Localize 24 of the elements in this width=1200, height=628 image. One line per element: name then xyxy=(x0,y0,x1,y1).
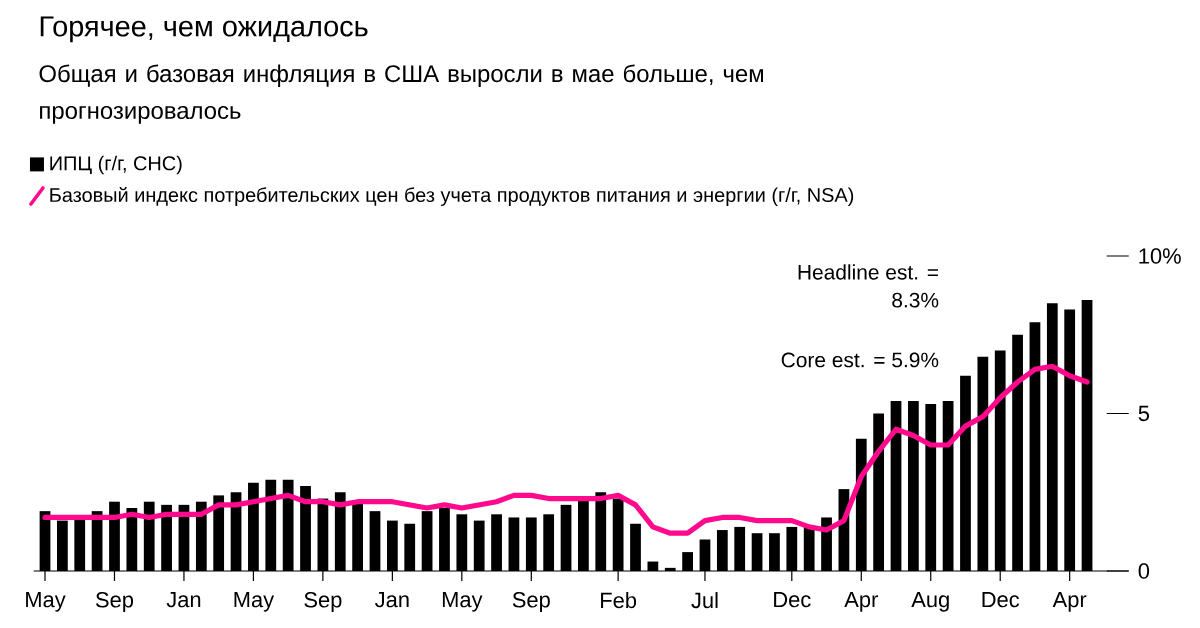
annotation: Headline est. = 8.3% xyxy=(798,264,939,308)
x-tick-label: Jan xyxy=(375,592,409,608)
x-tick-label: Dec xyxy=(982,592,1020,608)
y-tick-label: 0 xyxy=(1138,563,1150,579)
x-tick-label: Jan xyxy=(166,592,201,608)
x-tick-label: May xyxy=(26,592,66,612)
legend-label: Базовый индекс потребительских цен без учета продуктов питания и энергии (г/г, NSA) xyxy=(50,187,854,206)
x-tick-label: Apr xyxy=(1052,592,1087,612)
annotation: Core est. = 5.9% xyxy=(781,352,939,368)
x-tick-label: Sep xyxy=(304,592,342,612)
x-tick-label: Apr xyxy=(844,592,878,612)
legend-label: ИПЦ (г/г, СНС) xyxy=(50,155,182,175)
x-tick-label: Jul xyxy=(691,592,718,609)
x-tick-label: Sep xyxy=(95,592,134,612)
x-tick-label: May xyxy=(442,592,483,612)
y-tick-label: 5 xyxy=(1138,405,1150,422)
chart-subtitle: Общая и базовая инфляция в США выросли в мае больше, чем прогнозировалось xyxy=(39,64,763,124)
x-tick-label: Dec xyxy=(774,592,811,608)
x-tick-label: May xyxy=(234,592,275,612)
y-tick-label: 10% xyxy=(1139,248,1181,264)
chart-title: Горячее, чем ожидалось xyxy=(40,16,368,43)
x-tick-label: Sep xyxy=(512,592,550,612)
x-tick-label: Feb xyxy=(601,592,637,609)
x-tick-label: Aug xyxy=(911,592,949,612)
